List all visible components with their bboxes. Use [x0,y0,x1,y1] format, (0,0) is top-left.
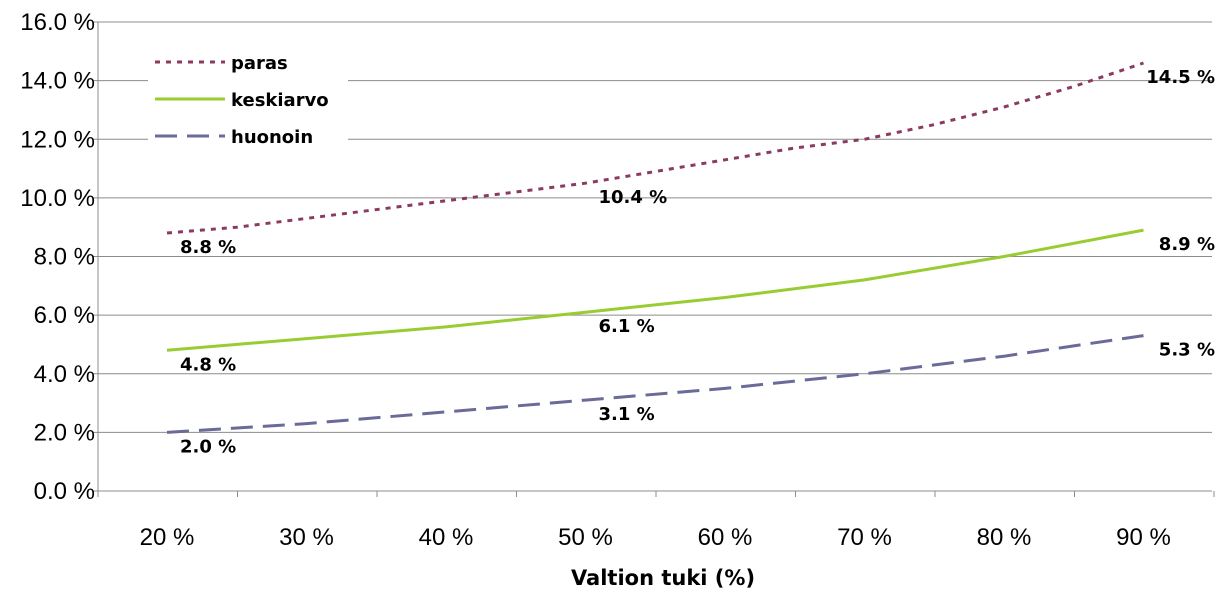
y-tick-label: 6.0 % [34,302,95,329]
x-tick-label: 60 % [698,524,753,551]
x-tick-label: 90 % [1116,524,1171,551]
data-label: 8.8 % [180,237,236,258]
data-label: 5.3 % [1159,340,1215,361]
y-tick-label: 12.0 % [20,126,95,153]
y-tick-label: 0.0 % [34,478,95,505]
data-labels: 8.8 % 10.4 % 14.5 % 4.8 % 6.1 % 8.9 % 2.0 % 3.1… [180,67,1215,457]
x-tick-label: 80 % [977,524,1032,551]
data-label: 8.9 % [1159,234,1215,255]
x-tick-label: 20 % [140,524,195,551]
y-tick-label: 4.0 % [34,361,95,388]
x-tick-label: 30 % [279,524,334,551]
data-label: 4.8 % [180,354,236,375]
legend-label-keskiarvo: keskiarvo [231,90,329,111]
x-axis-title: Valtion tuki (%) [571,566,755,590]
y-tick-label: 2.0 % [34,419,95,446]
legend: paras keskiarvo huonoin [148,42,348,154]
x-tick-label: 70 % [837,524,892,551]
y-tick-label: 8.0 % [34,244,95,271]
data-label: 3.1 % [599,404,655,425]
x-tick-label: 50 % [558,524,613,551]
x-tick-label: 40 % [419,524,474,551]
y-tick-label: 14.0 % [20,68,95,95]
y-tick-label: 16.0 % [20,9,95,36]
data-label: 14.5 % [1146,67,1215,88]
series-line-huonoin [166,334,1144,434]
legend-label-paras: paras [231,53,288,74]
legend-label-huonoin: huonoin [231,127,313,148]
y-tick-label: 10.0 % [20,185,95,212]
data-label: 10.4 % [599,187,668,208]
series-line-keskiarvo [166,228,1144,352]
data-label: 2.0 % [180,436,236,457]
series-lines [166,61,1144,434]
data-label: 6.1 % [599,316,655,337]
axes: 0.0 % 2.0 % 4.0 % 6.0 % 8.0 % 10.0 % 12.0 % 14.… [20,9,1215,551]
